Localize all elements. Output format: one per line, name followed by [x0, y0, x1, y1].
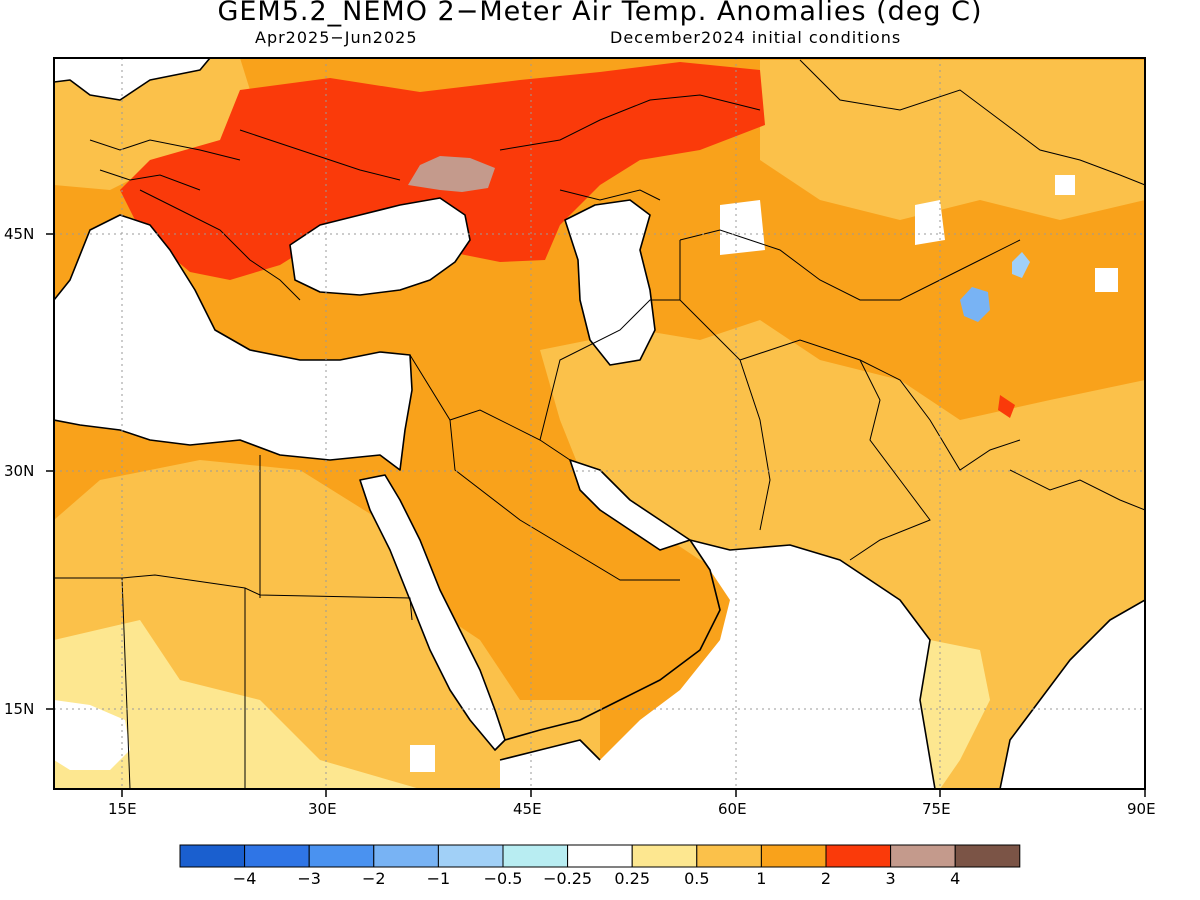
border — [799, 59, 1145, 186]
anomaly-zone-yellow — [54, 620, 420, 789]
bay-of-bengal — [1000, 600, 1145, 789]
season-label: Apr2025−Jun2025 — [255, 28, 418, 47]
black-sea — [290, 198, 470, 295]
colorbar-swatch — [373, 844, 439, 868]
colorbar-swatch — [244, 844, 310, 868]
anomaly-zone-yellow — [915, 640, 990, 789]
colorbar-swatch — [825, 844, 892, 868]
border — [559, 189, 661, 201]
lon-label-60e: 60E — [718, 800, 747, 818]
colorbar-label: 0.25 — [614, 869, 650, 888]
graticule — [54, 58, 1145, 789]
colorbar-swatch — [502, 844, 569, 868]
border — [679, 229, 1021, 301]
persian-gulf — [570, 460, 690, 550]
lake-patch — [410, 745, 435, 772]
lake-patch — [1055, 175, 1075, 195]
colorbar-label: 4 — [950, 869, 961, 888]
black-sea-coast — [289, 197, 471, 296]
border — [739, 339, 1021, 471]
arabian-sea — [560, 540, 935, 789]
colorbar-label: 3 — [885, 869, 896, 888]
border — [409, 354, 571, 461]
colorbar-label: −2 — [362, 869, 386, 888]
border — [449, 419, 680, 581]
lon-label-45e: 45E — [513, 800, 542, 818]
anomaly-zone-red — [998, 395, 1015, 418]
colorbar-swatch — [954, 844, 1021, 868]
colorbar — [179, 844, 1021, 868]
initial-conditions-label: December2024 initial conditions — [610, 28, 902, 47]
border — [139, 189, 301, 301]
border — [239, 129, 401, 181]
border — [1009, 469, 1145, 511]
anomaly-zone-tan — [408, 156, 495, 192]
colorbar-swatch — [308, 844, 375, 868]
lon-label-90e: 90E — [1127, 800, 1156, 818]
border — [499, 94, 761, 151]
colorbar-swatch — [567, 844, 633, 868]
lake-patch — [1095, 268, 1118, 292]
anomaly-zone-blue — [960, 287, 990, 322]
border — [121, 577, 131, 789]
map-frame — [53, 57, 1146, 790]
lon-label-30e: 30E — [308, 800, 337, 818]
colorbar-swatch — [890, 844, 956, 868]
colorbar-label: −0.5 — [483, 869, 523, 888]
persian-gulf-coast — [569, 459, 691, 551]
colorbar-label: 1 — [756, 869, 767, 888]
anomaly-zone-light-orange — [760, 60, 1145, 220]
lat-label-45n: 45N — [4, 225, 35, 243]
colorbar-label: −1 — [426, 869, 451, 888]
lake-patch — [720, 200, 765, 255]
lon-label-75e: 75E — [922, 800, 951, 818]
atlantic-patch — [54, 700, 130, 770]
border — [99, 169, 201, 191]
border — [849, 359, 931, 561]
anomaly-zone-light-orange — [540, 320, 1145, 789]
lat-label-30n: 30N — [4, 462, 35, 480]
lat-label-15n: 15N — [4, 700, 35, 718]
colorbar-swatch — [179, 844, 246, 868]
colorbar-label: 2 — [820, 869, 832, 888]
border — [89, 139, 241, 161]
caspian-sea — [565, 200, 655, 365]
colorbar-label: −4 — [232, 869, 257, 888]
colorbar-swatch — [760, 844, 827, 868]
gulf-of-aden — [500, 740, 600, 789]
colorbar-swatch — [437, 844, 504, 868]
colorbar-swatch — [631, 844, 698, 868]
baltic-sea — [54, 58, 210, 100]
arabia-south-coast — [504, 539, 721, 741]
colorbar-label: −0.25 — [543, 869, 593, 888]
chart-title: GEM5.2_NEMO 2−Meter Air Temp. Anomalies … — [217, 0, 983, 27]
colorbar-label: 0.5 — [684, 869, 710, 888]
arabia-coast — [689, 539, 936, 789]
lon-label-15e: 15E — [108, 800, 137, 818]
axis-ticks — [46, 233, 1146, 797]
somalia-coast — [499, 739, 601, 761]
borders — [55, 59, 1145, 789]
red-sea — [360, 475, 505, 750]
anomaly-zone-blue — [1012, 252, 1030, 278]
colorbar-label: −3 — [297, 869, 321, 888]
mediterranean-sea — [54, 215, 412, 470]
india-east-coast — [999, 599, 1145, 789]
scandinavia-coast — [54, 58, 211, 101]
near-zero-areas — [54, 58, 1145, 789]
caspian-coast — [564, 199, 656, 366]
colorbar-swatch — [696, 844, 762, 868]
